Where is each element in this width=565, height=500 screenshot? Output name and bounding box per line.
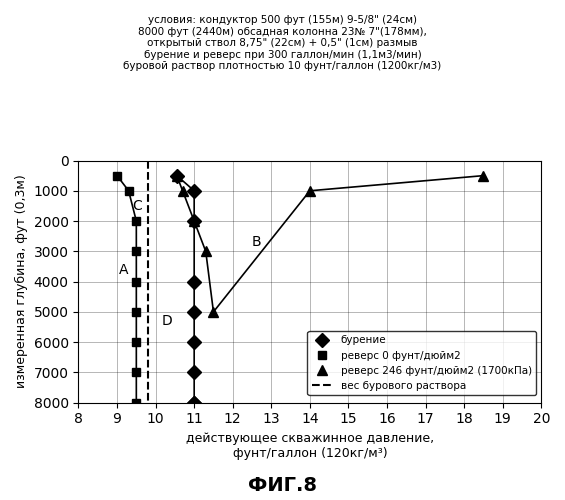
Text: условия: кондуктор 500 фут (155м) 9-5/8" (24см)
8000 фут (2440м) обсадная колонн: условия: кондуктор 500 фут (155м) 9-5/8"…: [123, 15, 442, 72]
Y-axis label: измеренная глубина, фут (0,3м): измеренная глубина, фут (0,3м): [15, 174, 28, 388]
X-axis label: действующее скважинное давление,
фунт/галлон (120кг/м³): действующее скважинное давление, фунт/га…: [186, 432, 434, 460]
Text: D: D: [162, 314, 172, 328]
Text: А: А: [119, 262, 128, 276]
Text: C: C: [132, 199, 142, 213]
Text: ФИГ.8: ФИГ.8: [248, 476, 317, 495]
Text: B: B: [252, 236, 262, 249]
Legend: бурение, реверс 0 фунт/дюйм2, реверс 246 фунт/дюйм2 (1700кПа), вес бурового раст: бурение, реверс 0 фунт/дюйм2, реверс 246…: [307, 331, 536, 395]
